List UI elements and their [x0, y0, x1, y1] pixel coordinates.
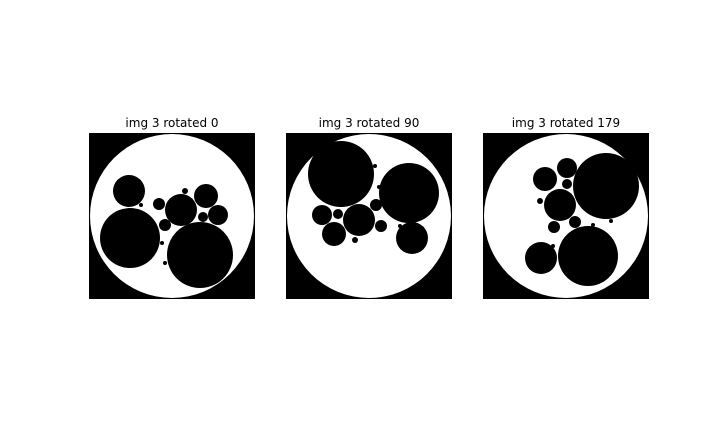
- hole: [160, 241, 164, 245]
- hole: [182, 188, 188, 194]
- hole: [398, 224, 402, 228]
- hole: [375, 220, 387, 232]
- panel-rotated-0: img 3 rotated 0: [89, 114, 255, 299]
- hole-group: [525, 153, 639, 286]
- hole: [159, 219, 171, 231]
- rotated-image-179: [483, 133, 649, 299]
- rotated-image-90: [286, 133, 452, 299]
- hole: [533, 167, 557, 191]
- hole: [558, 226, 618, 286]
- hole: [557, 158, 577, 178]
- hole: [537, 198, 543, 204]
- hole: [373, 164, 377, 168]
- hole: [198, 212, 208, 222]
- hole: [322, 222, 346, 246]
- hole: [551, 244, 555, 248]
- hole: [163, 261, 167, 265]
- rotated-image-0: [89, 133, 255, 299]
- hole-group: [100, 175, 233, 288]
- hole: [573, 153, 639, 219]
- hole: [525, 242, 557, 274]
- hole: [139, 203, 143, 207]
- panel-rotated-179: img 3 rotated 179: [483, 114, 649, 299]
- panel-title: img 3 rotated 0: [125, 116, 219, 130]
- hole: [379, 163, 439, 223]
- hole: [377, 185, 381, 189]
- hole: [591, 223, 595, 227]
- hole: [165, 194, 197, 226]
- hole: [100, 208, 160, 268]
- panel-title: img 3 rotated 179: [511, 116, 621, 130]
- hole: [208, 205, 228, 225]
- hole: [312, 205, 332, 225]
- hole: [194, 184, 218, 208]
- hole: [609, 219, 613, 223]
- hole: [343, 204, 375, 236]
- panel-rotated-90: img 3 rotated 90: [286, 114, 452, 299]
- hole: [562, 179, 572, 189]
- hole: [544, 189, 576, 221]
- hole: [308, 141, 374, 207]
- hole: [396, 222, 428, 254]
- hole: [352, 237, 358, 243]
- hole: [333, 209, 343, 219]
- hole: [167, 222, 233, 288]
- hole: [548, 221, 560, 233]
- hole-group: [308, 141, 439, 254]
- hole: [569, 216, 581, 228]
- hole: [153, 198, 165, 210]
- hole: [113, 175, 145, 207]
- panel-title: img 3 rotated 90: [318, 116, 420, 130]
- hole: [370, 199, 382, 211]
